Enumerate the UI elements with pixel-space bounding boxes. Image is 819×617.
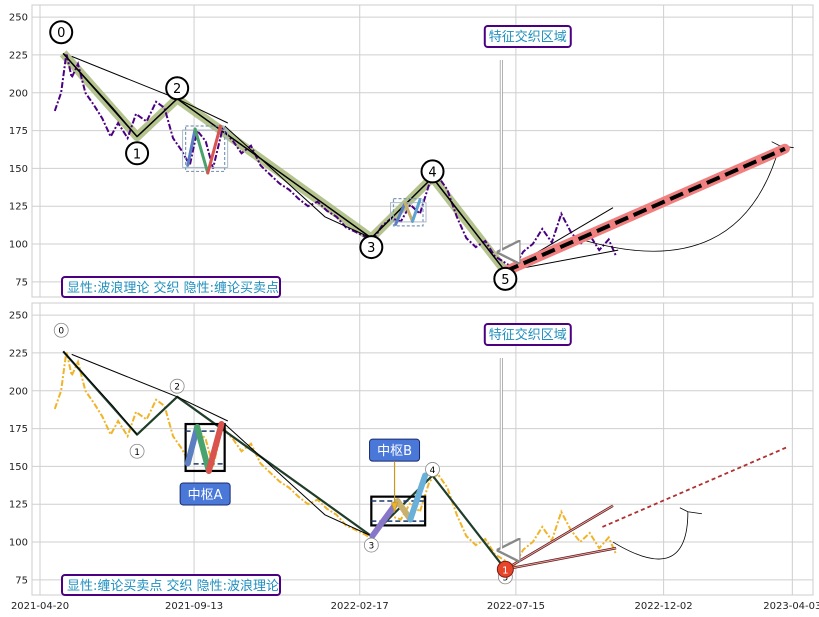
pivot-segment [206,124,222,175]
sub-wave-line [62,351,138,435]
pivot-segment [186,127,197,167]
y-tick-label: 100 [9,538,28,549]
y-tick-label: 100 [9,240,28,251]
wave-point-label: 0 [58,327,64,337]
y-tick-label: 250 [9,13,28,24]
wave-point-label: 0 [57,26,65,41]
y-tick-label: 250 [9,311,28,322]
feature-label: 特征交织区域 [489,327,567,343]
x-tick-label: 2021-09-13 [165,601,223,612]
pivot-box [370,495,427,527]
bottom-panel: 75 100 125 150 175 200 225 250 0 1 2 3 4 5 特征交织区域显性:缠论… [9,302,814,596]
sub-wave-line [62,53,138,137]
wave-point-marker [165,76,190,101]
projection-arc [581,145,781,252]
y-tick-label: 225 [9,348,28,359]
pivot-segment [410,198,422,223]
wave-point-label: 2 [173,82,181,97]
pivot-box [185,125,226,173]
wave-point-label: 4 [428,165,436,180]
theory-label-box [61,276,281,298]
forecast-line [602,445,789,528]
wave-point-label: 5 [502,573,508,583]
theory-label: 显性:缠论买卖点 交织 隐性:波浪理论 [67,578,279,594]
buy-point-marker [496,560,514,578]
y-tick-label: 75 [15,575,28,586]
y-tick-label: 150 [9,164,28,175]
plot-frame [31,302,814,596]
wave-point-label: 4 [430,466,436,476]
wave-point-marker [425,462,440,477]
pivot-segment [403,201,414,223]
pivot-segment [194,424,212,474]
forecast-line [504,146,786,274]
feature-label: 特征交织区域 [489,29,567,45]
center-a-label: 中枢A [188,488,223,503]
x-tick-label: 2022-12-02 [635,601,693,612]
pivot-box [184,422,226,473]
pivot-segment [205,421,225,474]
y-tick-label: 150 [9,462,28,473]
x-tick-label: 2022-02-17 [331,601,389,612]
feature-label-box [483,323,572,346]
wave-point-marker [169,378,185,394]
wave-point-marker [125,141,150,166]
wedge-line-inner [505,505,614,570]
theory-label: 显性:波浪理论 交织 隐性:缠论买卖点 [67,280,279,296]
plot-frame [31,4,814,298]
wave-point-marker [420,159,445,184]
y-tick-label: 200 [9,88,28,99]
y-tick-label: 75 [15,277,28,288]
wave-point-marker [129,443,145,459]
wave-point-label: 5 [501,273,509,288]
y-tick-label: 175 [9,424,28,435]
pivot-segment [394,201,407,226]
wave-point-label: 3 [367,241,375,256]
projection-arc [612,511,689,560]
pivot-segment [407,472,429,523]
center-b-arrowhead [390,502,399,514]
y-tick-label: 175 [9,126,28,137]
y-tick-label: 225 [9,50,28,61]
x-tick-label: 2022-07-15 [487,601,545,612]
arc-tip [679,507,702,515]
wave-point-marker [359,235,384,260]
y-tick-label: 125 [9,500,28,511]
x-tick-label: 2021-04-20 [11,601,69,612]
wave-point-label: 3 [368,542,374,552]
wave-point-label: 1 [133,147,141,162]
wedge-line-inner [505,547,617,570]
pivot-segment [184,424,201,467]
wave-point-marker [493,266,518,291]
center-b-label: 中枢B [377,444,412,459]
theory-label-box [61,574,281,596]
y-tick-label: 200 [9,386,28,397]
sub-wave-line [224,423,372,537]
wave-point-marker [363,537,379,553]
feature-label-box [483,25,572,48]
wave-point-marker [49,20,74,45]
sub-wave-line [224,125,372,239]
wave-point-label: 2 [174,383,180,393]
buy-point-label: 1 [502,565,508,576]
y-tick-label: 125 [9,202,28,213]
wave-point-marker [53,322,69,338]
sub-wave-line [71,353,229,422]
pivot-box [392,198,424,227]
x-tick-label: 2023-04-03 [763,601,819,612]
x-axis: 2021-04-20 2021-09-13 2022-02-17 2022-07-15… [11,601,819,612]
wave-point-label: 1 [134,448,140,458]
center-a-box [179,482,231,506]
top-panel: 75 100 125 150 175 200 225 250 0 1 2 3 4 5 特征交织区域显性:波浪… [9,4,814,298]
pivot-box-outer [389,202,427,223]
pivot-segment [193,127,210,175]
